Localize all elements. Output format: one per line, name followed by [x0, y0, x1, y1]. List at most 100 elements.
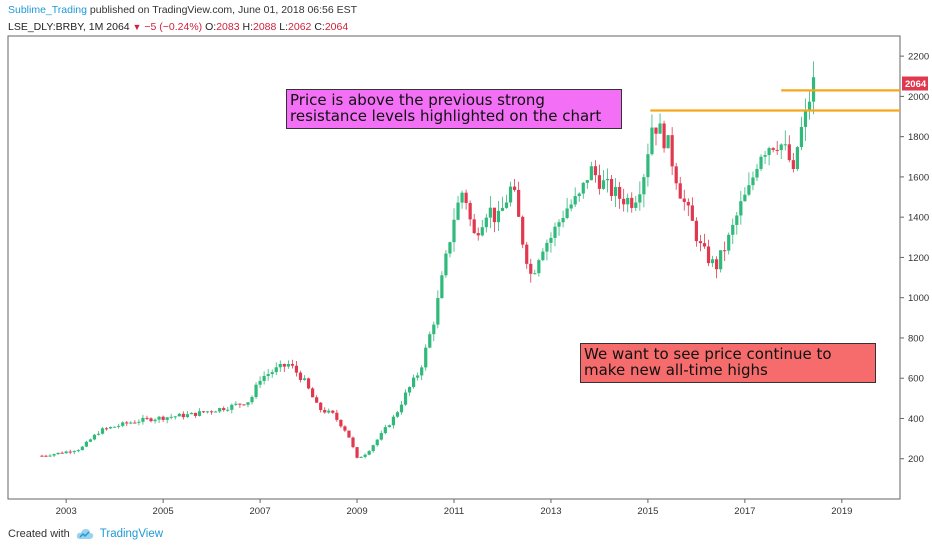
candle-body [420, 367, 424, 376]
candle-body [589, 166, 593, 181]
candle-body [125, 422, 129, 424]
candle-body [355, 447, 359, 458]
author-link[interactable]: Sublime_Trading [8, 4, 87, 16]
candle-body [682, 198, 686, 202]
price-axis[interactable]: 200 400 600 800 1000 1200 1400 1600 1800 2000 2200 [900, 52, 929, 466]
candle-body [339, 419, 343, 427]
candle-body [109, 426, 113, 429]
candle-body [258, 380, 262, 385]
candle-body [407, 387, 412, 393]
candle-body [379, 433, 383, 440]
candle-body [622, 198, 626, 205]
candle-body [282, 363, 286, 367]
x-tick-label: 2007 [250, 506, 271, 517]
y-tick-label: 1400 [908, 213, 929, 224]
candle-body [230, 404, 234, 410]
close-value: 2064 [324, 21, 349, 33]
candle-body [549, 237, 553, 243]
candle-body [613, 186, 618, 197]
price-badge-label: 2064 [905, 79, 927, 90]
candle-body [630, 197, 634, 208]
candle-body [218, 408, 222, 412]
candle-body [311, 388, 315, 398]
candle-body [658, 123, 662, 134]
candle-body [484, 217, 488, 228]
candle-body [541, 251, 545, 261]
candle-body [569, 204, 573, 209]
candle-body [803, 109, 808, 127]
target-annotation[interactable]: We want to see price continue to make ne… [580, 343, 876, 383]
candle-body [521, 216, 525, 245]
candle-body [100, 428, 105, 434]
open-value: 2083 [216, 21, 240, 33]
candle-body [618, 186, 622, 199]
candle-body [270, 372, 274, 375]
candle-body [727, 234, 731, 251]
candle-body [557, 222, 561, 227]
candle-body [92, 434, 97, 440]
candle-body [294, 365, 299, 373]
candle-body [674, 166, 678, 184]
candle-body [205, 411, 210, 413]
candle-body [129, 422, 133, 424]
candle-body [347, 430, 351, 438]
tradingview-brand[interactable]: TradingView [99, 528, 164, 540]
candle-body [719, 250, 723, 270]
candle-body [686, 201, 690, 206]
candle-body [149, 418, 153, 422]
candle-body [121, 422, 125, 426]
y-tick-label: 2200 [908, 52, 929, 63]
candle-body [460, 192, 464, 203]
candle-body [508, 186, 513, 203]
candle-body [698, 241, 703, 244]
low-value: 2062 [288, 21, 312, 33]
candle-body [68, 451, 72, 453]
candle-body [181, 413, 185, 418]
candle-body [488, 207, 492, 218]
candle-body [626, 197, 630, 205]
close-label: C: [314, 21, 325, 33]
candle-body [153, 419, 157, 422]
candle-body [395, 412, 400, 417]
candle-body [391, 416, 396, 426]
candle-body [747, 185, 751, 195]
candle-body [609, 178, 614, 197]
candle-body [185, 414, 189, 418]
candle-body [133, 422, 137, 424]
candle-body [642, 177, 646, 195]
price-change: −5 (−0.24%) [144, 21, 203, 33]
candle-body [775, 149, 779, 151]
candle-body [173, 416, 177, 418]
candle-body [456, 202, 460, 220]
symbol-label[interactable]: LSE_DLY:BRBY, 1M [8, 21, 104, 33]
candle-body [298, 372, 303, 380]
time-axis[interactable]: 2003 2005 2007 2009 2011 2013 2015 2017 2019 [56, 499, 853, 517]
candle-body [246, 402, 250, 405]
publish-date: published on TradingView.com, June 01, 2… [89, 4, 358, 16]
candle-body [670, 135, 674, 167]
candle-body [428, 334, 432, 348]
candle-body [492, 207, 496, 223]
candle-body [351, 437, 355, 448]
ticker-legend: LSE_DLY:BRBY, 1M 2064 ▼ −5 (−0.24%) O:20… [8, 20, 348, 34]
last-price: 2064 [106, 21, 130, 33]
resistance-annotation[interactable]: Price is above the previous strong resis… [286, 89, 622, 129]
candle-body [561, 218, 565, 223]
candle-body [751, 177, 755, 186]
candle-body [597, 175, 602, 189]
y-tick-label: 2000 [908, 92, 929, 103]
candle-body [432, 324, 436, 335]
resistance-levels[interactable] [650, 89, 900, 112]
candle-body [577, 193, 581, 197]
candle-body [529, 263, 533, 274]
low-label: L: [279, 21, 289, 33]
candle-body [286, 364, 290, 367]
x-tick-label: 2017 [734, 506, 755, 517]
candle-body [795, 147, 799, 169]
candle-body [739, 201, 743, 216]
x-tick-label: 2011 [444, 506, 464, 517]
candle-body [60, 452, 64, 454]
y-tick-label: 1800 [908, 132, 929, 143]
candle-body [500, 207, 505, 211]
